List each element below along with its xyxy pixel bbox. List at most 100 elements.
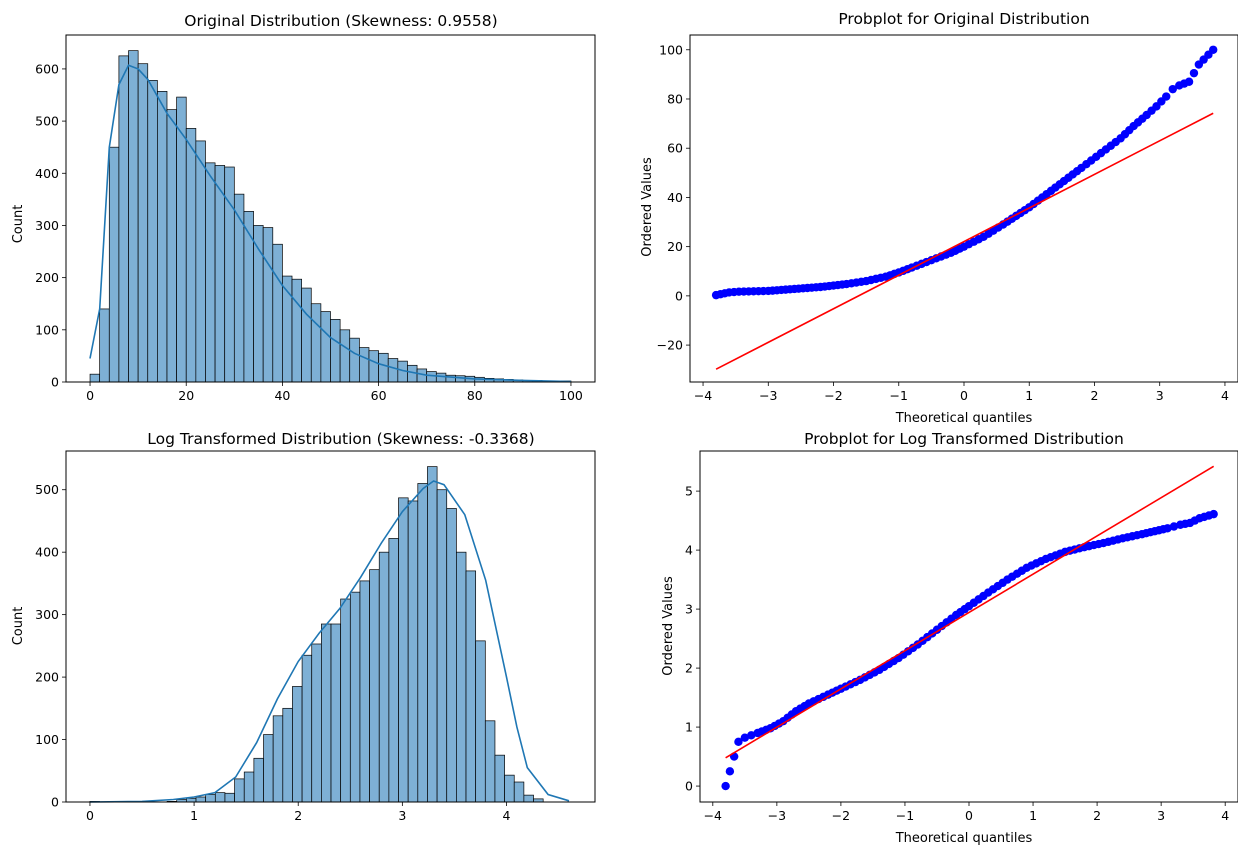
log-histogram-ytick-label: 200 bbox=[35, 670, 59, 685]
original-probplot-ytick-label: −20 bbox=[657, 338, 683, 353]
log-histogram-title: Log Transformed Distribution (Skewness: … bbox=[147, 430, 534, 448]
log-probplot-ytick-label: 1 bbox=[685, 720, 693, 735]
original-histogram-bar bbox=[330, 319, 341, 383]
log-histogram-xtick-label: 1 bbox=[190, 808, 198, 823]
log-probplot-panel: Probplot for Log Transformed Distributio… bbox=[661, 430, 1238, 846]
original-histogram-bar bbox=[157, 91, 168, 383]
original-probplot-fit-line-segment bbox=[715, 112, 1214, 370]
log-histogram-bar bbox=[417, 483, 428, 803]
log-probplot-xtick-label: 4 bbox=[1221, 808, 1229, 823]
log-histogram-bar bbox=[340, 598, 351, 803]
original-histogram-xtick-label: 20 bbox=[178, 388, 194, 403]
original-probplot-points bbox=[711, 45, 1218, 300]
original-histogram-ytick-label: 100 bbox=[35, 322, 59, 337]
original-histogram-bar bbox=[320, 311, 331, 383]
log-histogram-bar bbox=[378, 551, 390, 803]
log-probplot-xtick-label: 1 bbox=[1029, 808, 1037, 823]
log-probplot-ytick-label: 3 bbox=[685, 602, 693, 617]
log-histogram-bar bbox=[234, 778, 245, 803]
original-probplot-point bbox=[1168, 84, 1177, 94]
log-probplot-xtick-label: −4 bbox=[704, 808, 722, 823]
original-probplot-point bbox=[1189, 68, 1199, 78]
original-histogram-bar bbox=[272, 243, 283, 383]
log-histogram-bar bbox=[436, 489, 448, 803]
log-histogram-bar bbox=[359, 580, 370, 803]
log-histogram-kde bbox=[89, 480, 570, 803]
original-histogram-bar bbox=[368, 350, 379, 383]
log-histogram-bar bbox=[407, 500, 419, 803]
log-histogram-bar bbox=[456, 551, 467, 803]
log-histogram-bar bbox=[224, 792, 235, 803]
log-probplot-xtick-label: 0 bbox=[965, 808, 973, 823]
log-probplot-ytick-label: 5 bbox=[685, 484, 693, 499]
original-probplot-xticks: −4 −3 −2 −1 0 1 2 3 4 bbox=[694, 382, 1229, 403]
log-histogram-bar bbox=[446, 508, 457, 803]
original-histogram-bar bbox=[262, 227, 274, 383]
log-distribution-panel: Log Transformed Distribution (Skewness: … bbox=[11, 430, 596, 823]
log-histogram-frame bbox=[65, 450, 596, 803]
log-histogram-bar bbox=[311, 643, 322, 803]
log-histogram-bar bbox=[205, 794, 216, 803]
log-probplot-frame bbox=[699, 450, 1238, 803]
original-histogram-bar bbox=[128, 50, 139, 383]
log-histogram-bar bbox=[186, 797, 197, 803]
original-histogram-bar bbox=[137, 63, 149, 383]
log-histogram-bar bbox=[504, 774, 515, 803]
original-histogram-bar bbox=[310, 303, 322, 383]
log-probplot-point bbox=[747, 731, 756, 740]
original-histogram-bar bbox=[205, 162, 216, 383]
original-histogram-xtick-label: 40 bbox=[274, 388, 290, 403]
log-histogram-bar bbox=[475, 640, 486, 803]
original-histogram-ytick-label: 500 bbox=[35, 114, 59, 129]
original-histogram-ytick-label: 300 bbox=[35, 218, 59, 233]
original-probplot-ytick-label: 80 bbox=[667, 91, 683, 106]
log-histogram-ytick-label: 0 bbox=[51, 795, 59, 810]
log-histogram-bar bbox=[214, 792, 226, 803]
log-histogram-bar bbox=[301, 654, 313, 803]
original-distribution-panel: Original Distribution (Skewness: 0.9558)… bbox=[11, 12, 596, 403]
log-histogram-bar bbox=[330, 623, 342, 803]
original-histogram-title: Original Distribution (Skewness: 0.9558) bbox=[184, 12, 497, 30]
log-probplot-xlabel: Theoretical quantiles bbox=[895, 831, 1033, 846]
original-probplot-ytick-label: 20 bbox=[667, 239, 683, 254]
original-probplot-xtick-label: −4 bbox=[694, 388, 712, 403]
log-histogram-bar bbox=[321, 623, 332, 803]
original-histogram-bar bbox=[339, 329, 351, 383]
log-histogram-bar bbox=[195, 796, 207, 803]
log-histogram-bar bbox=[272, 715, 284, 803]
log-probplot-point bbox=[740, 733, 750, 742]
original-histogram-bar bbox=[455, 375, 466, 383]
log-histogram-kde-line bbox=[89, 480, 570, 803]
original-probplot-ytick-label: 0 bbox=[675, 288, 683, 303]
log-probplot-ytick-label: 4 bbox=[685, 543, 693, 558]
original-histogram-ytick-label: 200 bbox=[35, 270, 59, 285]
original-probplot-xtick-label: 2 bbox=[1090, 388, 1098, 403]
original-probplot-point bbox=[1162, 92, 1171, 101]
original-probplot-ytick-label: 100 bbox=[659, 42, 683, 57]
log-histogram-bar bbox=[523, 794, 534, 803]
original-histogram-bar bbox=[99, 308, 110, 383]
original-histogram-bar bbox=[89, 373, 101, 383]
original-histogram-bar bbox=[195, 140, 206, 383]
original-histogram-xtick-label: 100 bbox=[559, 388, 583, 403]
original-histogram-kde-line bbox=[89, 64, 572, 383]
original-probplot-xtick-label: 0 bbox=[960, 388, 968, 403]
original-probplot-xlabel: Theoretical quantiles bbox=[895, 411, 1033, 426]
log-probplot-xtick-label: −1 bbox=[896, 808, 914, 823]
original-histogram-bar bbox=[349, 337, 360, 383]
original-histogram-bar bbox=[108, 146, 120, 383]
log-probplot-point bbox=[734, 737, 743, 747]
log-histogram-xticks: 0 1 2 3 4 bbox=[86, 802, 511, 823]
log-probplot-xtick-label: −2 bbox=[832, 808, 850, 823]
log-probplot-point bbox=[1163, 524, 1172, 533]
original-probplot-frame bbox=[689, 34, 1238, 383]
original-probplot-xtick-label: 4 bbox=[1221, 388, 1229, 403]
log-histogram-bar bbox=[398, 497, 409, 803]
original-probplot-fit-line bbox=[715, 112, 1214, 370]
log-histogram-bar bbox=[484, 720, 496, 803]
original-histogram-bar bbox=[185, 128, 197, 383]
log-histogram-xtick-label: 3 bbox=[398, 808, 406, 823]
original-histogram-xtick-label: 0 bbox=[86, 388, 94, 403]
log-probplot-yticks: 0 1 2 3 4 5 bbox=[685, 484, 700, 794]
